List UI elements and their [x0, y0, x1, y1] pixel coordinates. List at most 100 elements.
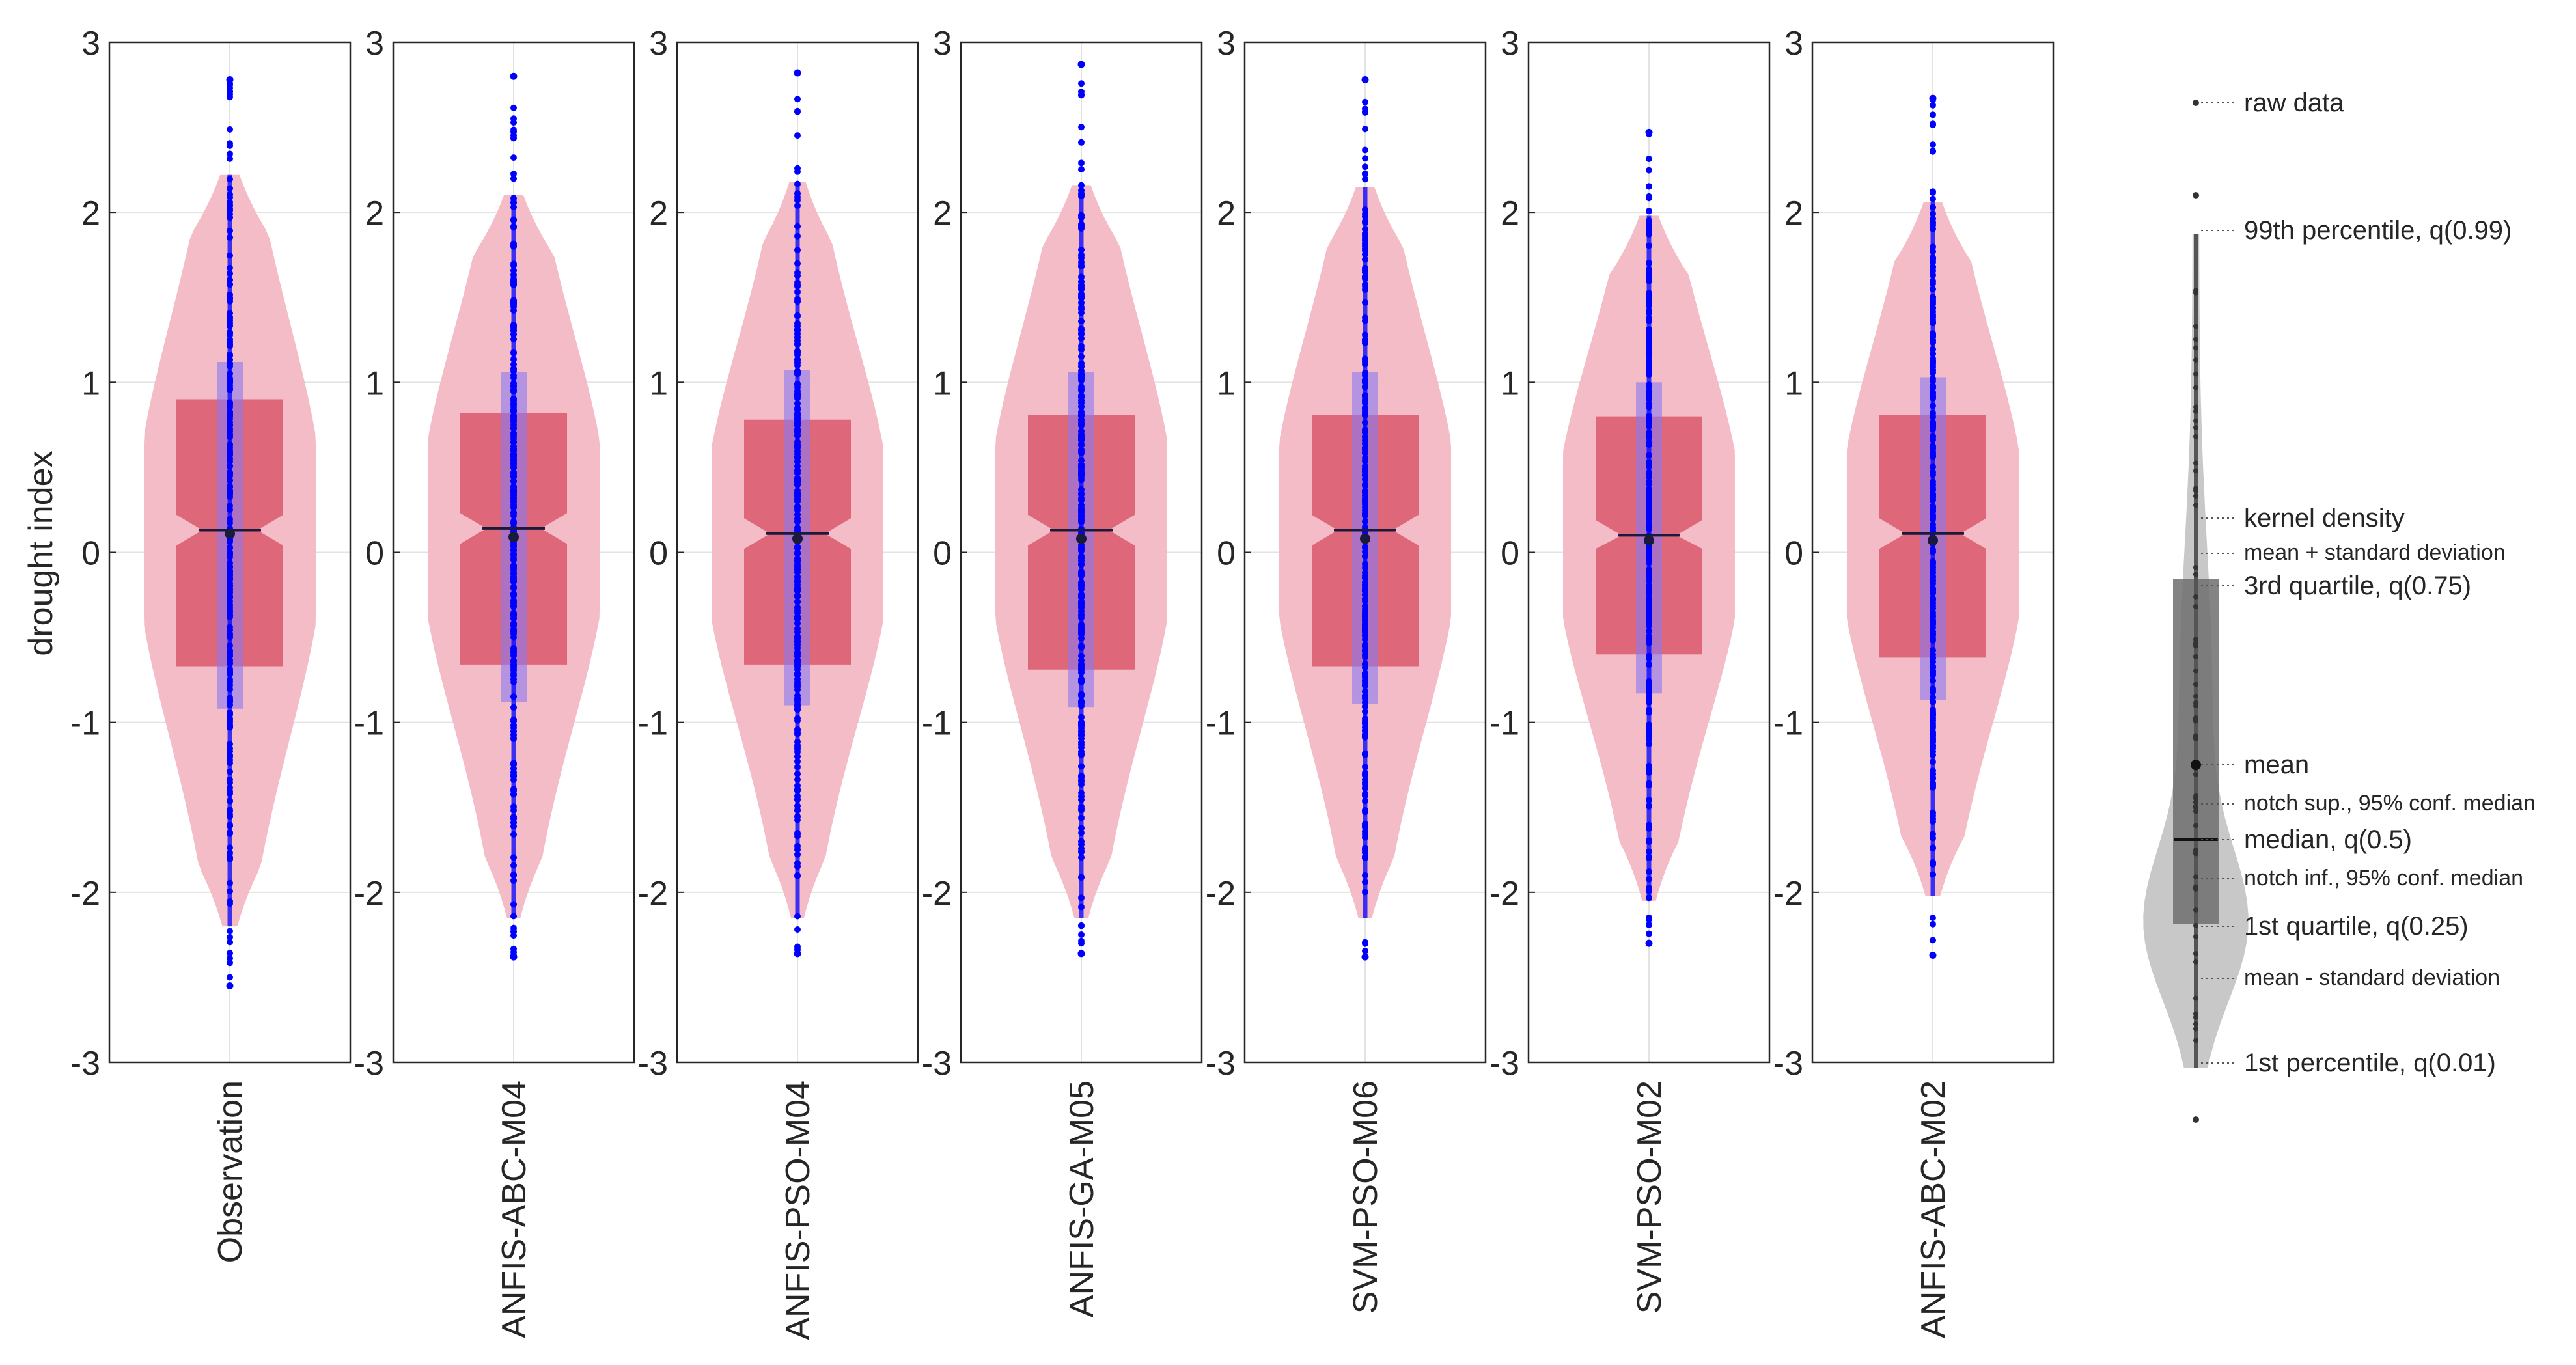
y-tick-label: -3 — [1489, 1045, 1519, 1082]
raw-point — [1078, 937, 1085, 944]
y-tick-label: -2 — [922, 875, 952, 913]
legend-point — [2193, 803, 2198, 809]
legend-point — [2193, 668, 2198, 674]
raw-point — [1646, 921, 1652, 928]
raw-point — [1930, 195, 1936, 202]
legend-point — [2193, 404, 2198, 410]
legend-item-label: mean - standard deviation — [2244, 965, 2500, 990]
raw-point — [1078, 139, 1085, 146]
legend-item-label: 3rd quartile, q(0.75) — [2244, 572, 2471, 600]
raw-point — [510, 945, 517, 952]
raw-point-max — [1645, 128, 1653, 136]
panel-5: -3 -2 -1 0 1 2 3 SVM-PSO-M02 — [1489, 25, 1771, 1314]
raw-point — [510, 119, 517, 126]
raw-point — [794, 132, 801, 139]
y-axis-label: drought index — [22, 450, 60, 655]
legend-point — [2193, 717, 2198, 723]
raw-point — [1930, 937, 1936, 944]
legend-point — [2193, 703, 2198, 709]
x-category-label: ANFIS-PSO-M04 — [779, 1081, 817, 1340]
legend-item-label: raw data — [2244, 89, 2344, 117]
legend-point — [2193, 922, 2198, 928]
legend-point — [2193, 418, 2198, 424]
raw-point-max — [226, 76, 234, 83]
raw-point — [1362, 171, 1368, 178]
legend-point — [2193, 959, 2198, 965]
raw-point — [794, 96, 801, 103]
x-category-label: ANFIS-ABC-M02 — [1915, 1081, 1952, 1338]
raw-point — [227, 974, 233, 981]
legend-point — [2193, 371, 2198, 377]
raw-point — [1930, 148, 1936, 154]
chart-panels: -3 -2 -1 0 1 2 3 Observation -3 -2 -1 0 1 2 3 ANFIS-ABC… — [70, 25, 2055, 1340]
raw-point — [1930, 915, 1936, 921]
raw-point — [227, 950, 233, 957]
raw-point — [227, 94, 233, 101]
raw-point — [1362, 146, 1368, 154]
y-tick-label: 3 — [649, 25, 668, 62]
raw-point — [1078, 124, 1085, 131]
raw-point — [227, 155, 233, 162]
raw-point — [1362, 940, 1368, 947]
y-tick-label: -2 — [70, 875, 100, 913]
y-tick-label: -2 — [638, 875, 668, 913]
y-tick-label: -1 — [354, 705, 384, 743]
panel-4: -3 -2 -1 0 1 2 3 SVM-PSO-M06 — [1206, 25, 1487, 1314]
legend-item-label: 1st quartile, q(0.25) — [2244, 912, 2469, 941]
mean-marker-5 — [1644, 535, 1654, 546]
y-tick-label: 3 — [1501, 25, 1519, 62]
y-tick-label: 2 — [649, 195, 668, 232]
y-tick-label: 3 — [933, 25, 952, 62]
raw-point — [794, 107, 801, 115]
legend-item-label: kernel density — [2244, 504, 2405, 532]
raw-point — [1362, 163, 1368, 171]
legend-point — [2193, 934, 2198, 940]
y-tick-label: 1 — [1784, 365, 1803, 402]
raw-point — [510, 154, 517, 161]
raw-point-max — [1077, 61, 1085, 68]
raw-point — [227, 81, 233, 89]
y-tick-label: -3 — [70, 1045, 100, 1082]
y-tick-label: 1 — [1501, 365, 1519, 402]
raw-point — [794, 165, 801, 172]
y-tick-label: 1 — [933, 365, 952, 402]
legend-point — [2193, 682, 2198, 687]
y-tick-label: -3 — [638, 1045, 668, 1082]
raw-point — [510, 175, 517, 182]
raw-point — [1930, 920, 1936, 928]
legend-point — [2193, 907, 2198, 913]
y-tick-label: 3 — [81, 25, 100, 62]
y-tick-label: 0 — [1217, 535, 1236, 573]
raw-point — [227, 959, 233, 967]
raw-point-min — [510, 953, 518, 961]
raw-point — [1078, 922, 1085, 930]
y-tick-label: -1 — [1773, 705, 1803, 743]
raw-point — [227, 150, 233, 158]
legend-panel: raw data 99th percentile, q(0.99) kernel d… — [2143, 89, 2536, 1123]
legend-item-label: 1st percentile, q(0.01) — [2244, 1049, 2496, 1077]
y-tick-label: 2 — [81, 195, 100, 232]
x-category-label: SVM-PSO-M02 — [1631, 1081, 1669, 1314]
y-tick-label: -2 — [354, 875, 384, 913]
raw-point-max — [794, 69, 801, 77]
raw-point — [510, 928, 517, 935]
legend-point — [2193, 100, 2199, 106]
legend-point — [2193, 1026, 2198, 1032]
mean-marker-6 — [1928, 535, 1938, 546]
legend-point — [2193, 849, 2198, 855]
raw-point — [1078, 80, 1085, 87]
y-tick-label: 0 — [1784, 535, 1803, 573]
raw-point — [1646, 195, 1652, 202]
y-tick-label: -2 — [1773, 875, 1803, 913]
panel-2: -3 -2 -1 0 1 2 3 ANFIS-PSO-M04 — [638, 25, 919, 1340]
legend-point — [2193, 693, 2198, 699]
legend-item-label: mean + standard deviation — [2244, 540, 2506, 565]
legend-point — [2193, 408, 2198, 414]
legend-point — [2193, 771, 2198, 777]
raw-point — [1362, 98, 1368, 105]
mean-marker-3 — [1076, 533, 1087, 544]
raw-point — [1930, 120, 1936, 128]
raw-point — [1362, 947, 1368, 954]
y-tick-label: -3 — [1773, 1045, 1803, 1082]
